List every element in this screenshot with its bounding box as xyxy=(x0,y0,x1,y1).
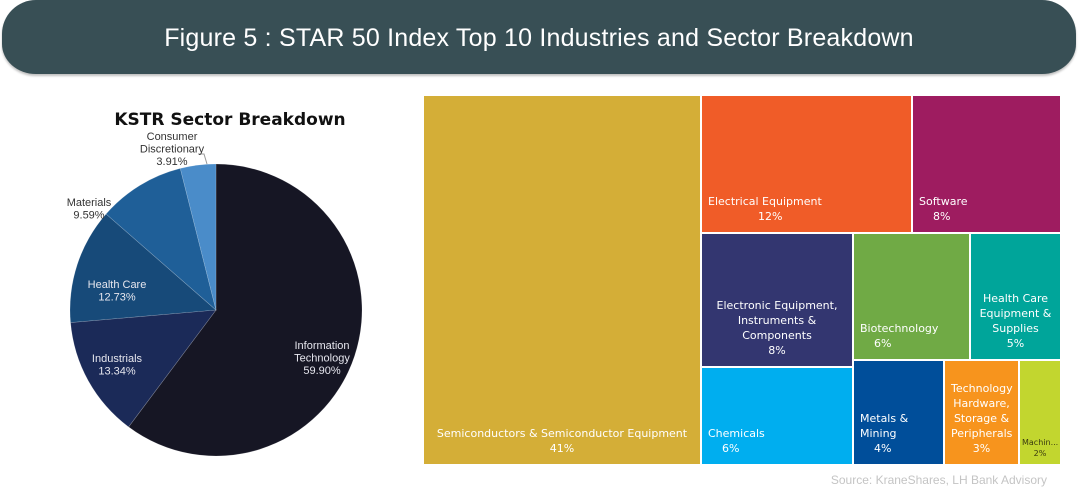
treemap-value: 3% xyxy=(972,442,991,455)
treemap-chart: Semiconductors & Semiconductor Equipment… xyxy=(423,95,1061,465)
treemap-value: 2% xyxy=(1033,449,1047,458)
pie-slice-materials xyxy=(105,168,217,311)
pie-slice-consumer-discretionary xyxy=(179,163,217,311)
pie-slice-information-technology xyxy=(128,163,363,457)
treemap-cell-software: Software 8% xyxy=(912,95,1061,233)
treemap-label: Health Care Equipment & Supplies xyxy=(979,292,1052,335)
source-note: Source: KraneShares, LH Bank Advisory xyxy=(830,473,1047,487)
pie-chart-title: KSTR Sector Breakdown xyxy=(114,110,346,130)
treemap-label: Semiconductors & Semiconductor Equipment xyxy=(436,427,688,440)
treemap-label: Electronic Equipment, Instruments & Compon… xyxy=(716,299,838,342)
treemap-label: Machin... xyxy=(1022,438,1059,447)
treemap-label: Software xyxy=(919,195,968,208)
treemap-value: 8% xyxy=(933,210,951,223)
pie-leader-line xyxy=(198,153,208,165)
treemap-cell-biotechnology: Biotechnology 6% xyxy=(853,233,970,360)
pie-label-consumer-discretionary: Consumer Discretionary 3.91% xyxy=(140,131,205,168)
treemap-cell-metals-mining: Metals & Mining 4% xyxy=(853,360,944,465)
treemap-label: Chemicals xyxy=(708,427,765,440)
pie-slice-health-care xyxy=(69,213,217,323)
pie-label-industrials: Industrials 13.34% xyxy=(92,353,143,378)
treemap-value: 6% xyxy=(722,442,740,455)
treemap-cell-chemicals: Chemicals 6% xyxy=(701,367,853,465)
figure-banner: Figure 5 : STAR 50 Index Top 10 Industri… xyxy=(2,0,1076,74)
treemap-cell-electronic-equipment-instruments-components: Electronic Equipment, Instruments & Compon… xyxy=(701,233,853,367)
pie-chart: KSTR Sector Breakdown Information Technol… xyxy=(60,100,400,480)
pie-svg: Information Technology 59.90% Industrials 13… xyxy=(67,131,363,457)
treemap-value: 4% xyxy=(874,442,892,455)
pie-slice-industrials xyxy=(70,309,217,428)
treemap-cell-electrical-equipment: Electrical Equipment 12% xyxy=(701,95,912,233)
treemap-cell-health-care-equipment-supplies: Health Care Equipment & Supplies 5% xyxy=(970,233,1061,360)
treemap-label: Metals & Mining xyxy=(860,412,909,440)
pie-label-health-care: Health Care 12.73% xyxy=(88,279,147,304)
pie-label-materials: Materials 9.59% xyxy=(67,197,112,222)
treemap-label: Technology Hardware, Storage & Peripherals xyxy=(951,382,1013,440)
treemap-value: 8% xyxy=(768,344,786,357)
treemap-cell-semiconductors-semiconductor-equipment: Semiconductors & Semiconductor Equipment… xyxy=(423,95,701,465)
treemap-cell-technology-hardware-storage-peripherals: Technology Hardware, Storage & Peripherals 3… xyxy=(944,360,1019,465)
treemap-value: 6% xyxy=(874,337,892,350)
treemap-label: Electrical Equipment xyxy=(708,195,822,208)
treemap-value: 41% xyxy=(549,442,575,455)
pie-label-information-technology: Information Technology 59.90% xyxy=(294,340,350,377)
figure-title: Figure 5 : STAR 50 Index Top 10 Industri… xyxy=(164,23,914,52)
treemap-cell-machin: Machin... 2% xyxy=(1019,360,1061,465)
treemap-value: 12% xyxy=(758,210,783,223)
treemap-value: 5% xyxy=(1006,337,1025,350)
treemap-label: Biotechnology xyxy=(860,322,939,335)
